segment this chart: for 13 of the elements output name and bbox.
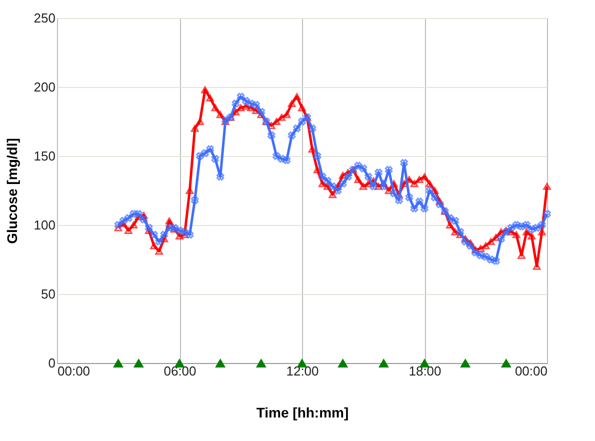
y-axis-title: Glucose [mg/dl]	[4, 138, 20, 244]
y-tick-label: 50	[41, 286, 56, 302]
x-tick-label: 18:00	[408, 364, 442, 378]
y-tick-label: 100	[34, 218, 56, 232]
y-tick-label: 150	[34, 148, 56, 164]
y-tick-label: 0	[48, 356, 56, 370]
y-tick-label: 250	[34, 10, 56, 26]
x-tick-label: 00:00	[58, 364, 90, 378]
x-axis-title: Time [hh:mm]	[256, 404, 349, 420]
x-tick-label: 00:00	[514, 364, 548, 378]
y-tick-label: 200	[34, 80, 56, 94]
x-tick-label: 12:00	[286, 364, 319, 378]
x-tick-label: 06:00	[164, 364, 196, 378]
